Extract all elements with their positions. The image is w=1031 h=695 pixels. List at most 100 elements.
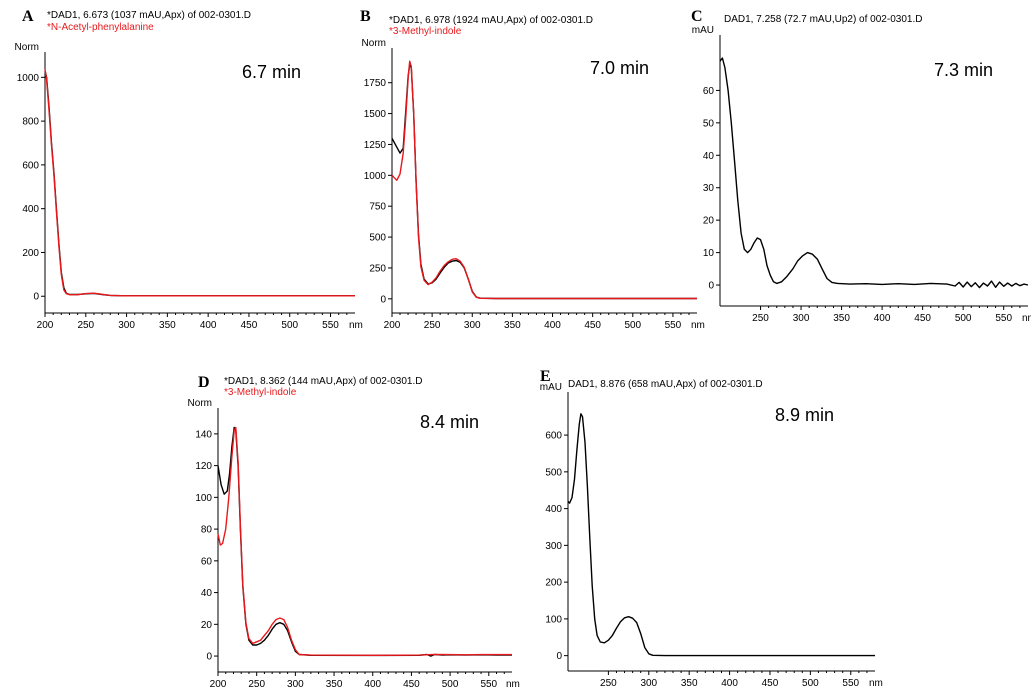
y-tick-label: 20 [201,620,213,631]
x-tick-label: 200 [210,679,227,690]
y-tick-label: 200 [22,248,39,259]
y-tick-label: 1250 [364,140,387,151]
y-tick-label: 500 [369,233,386,244]
y-tick-label: 60 [201,556,213,567]
y-tick-label: 1000 [17,73,40,84]
x-tick-label: 400 [544,320,561,331]
y-tick-label: 500 [545,467,562,478]
y-tick-label: 400 [545,504,562,515]
y-tick-label: 0 [206,652,212,663]
y-tick-label: 20 [703,216,715,227]
x-tick-label: 450 [403,679,420,690]
y-tick-label: 800 [22,117,39,128]
x-tick-label: 200 [37,320,54,331]
panel-letter: A [22,8,34,25]
retention-time-label: 7.0 min [590,58,650,78]
y-tick-label: 40 [201,588,213,599]
y-tick-label: 50 [703,118,715,129]
x-tick-label: 300 [287,679,304,690]
x-tick-label: 550 [322,320,339,331]
x-tick-label: 550 [842,678,859,689]
panel-header: *DAD1, 8.362 (144 mAU,Apx) of 002-0301.D [224,376,423,387]
y-tick-label: 750 [369,202,386,213]
x-axis-label: nm [869,678,883,689]
retention-time-label: 8.9 min [775,405,835,425]
panel-header: DAD1, 8.876 (658 mAU,Apx) of 002-0301.D [568,379,763,390]
x-tick-label: 250 [248,679,265,690]
x-tick-label: 350 [681,678,698,689]
x-tick-label: 450 [584,320,601,331]
x-tick-label: 200 [384,320,401,331]
x-axis-label: nm [506,679,520,690]
y-tick-label: 300 [545,541,562,552]
y-axis-label: mAU [692,25,714,36]
y-tick-label: 80 [201,525,213,536]
y-tick-label: 0 [33,292,39,303]
panel-letter: B [360,8,371,25]
y-tick-label: 40 [703,151,715,162]
panel-letter: D [198,374,210,391]
y-tick-label: 0 [556,651,562,662]
x-tick-label: 300 [464,320,481,331]
y-tick-label: 100 [195,493,212,504]
x-tick-label: 300 [640,678,657,689]
x-tick-label: 350 [159,320,176,331]
x-axis-label: nm [1022,313,1031,324]
retention-time-label: 8.4 min [420,412,480,432]
x-tick-label: 500 [624,320,641,331]
panel-header: *DAD1, 6.673 (1037 mAU,Apx) of 002-0301.… [47,10,251,21]
y-tick-label: 0 [708,281,714,292]
reference-label: *3-Methyl-indole [224,387,297,398]
y-tick-label: 10 [703,248,715,259]
y-tick-label: 200 [545,578,562,589]
x-tick-label: 450 [914,313,931,324]
retention-time-label: 7.3 min [934,60,994,80]
y-tick-label: 30 [703,183,715,194]
x-tick-label: 500 [442,679,459,690]
y-axis-label: Norm [15,42,39,53]
y-tick-label: 0 [380,294,386,305]
x-tick-label: 550 [995,313,1012,324]
y-tick-label: 1750 [364,78,387,89]
y-tick-label: 1000 [364,171,387,182]
y-axis-label: Norm [188,398,212,409]
x-tick-label: 250 [424,320,441,331]
spectrum-line-reference [217,426,512,656]
y-axis-label: mAU [540,382,562,393]
x-axis-label: nm [691,320,705,331]
x-axis-label: nm [349,320,363,331]
x-tick-label: 500 [802,678,819,689]
x-tick-label: 500 [281,320,298,331]
x-tick-label: 400 [364,679,381,690]
y-tick-label: 140 [195,429,212,440]
panel-letter: C [691,8,703,25]
x-tick-label: 350 [504,320,521,331]
panel-header: DAD1, 7.258 (72.7 mAU,Up2) of 002-0301.D [724,14,923,25]
x-tick-label: 350 [326,679,343,690]
reference-label: *3-Methyl-indole [389,26,462,37]
x-tick-label: 350 [833,313,850,324]
y-tick-label: 1500 [364,109,387,120]
spectrum-line-reference [391,60,697,300]
reference-label: *N-Acetyl-phenylalanine [47,22,154,33]
x-tick-label: 400 [721,678,738,689]
y-tick-label: 120 [195,461,212,472]
y-tick-label: 400 [22,204,39,215]
x-tick-label: 250 [752,313,769,324]
y-tick-label: 600 [22,160,39,171]
x-tick-label: 300 [118,320,135,331]
spectrum-line-sample [567,413,875,657]
y-tick-label: 600 [545,431,562,442]
y-tick-label: 60 [703,86,715,97]
x-tick-label: 300 [793,313,810,324]
panel-letter: E [540,368,551,385]
y-tick-label: 100 [545,614,562,625]
x-tick-label: 450 [762,678,779,689]
x-tick-label: 450 [241,320,258,331]
x-tick-label: 250 [600,678,617,689]
